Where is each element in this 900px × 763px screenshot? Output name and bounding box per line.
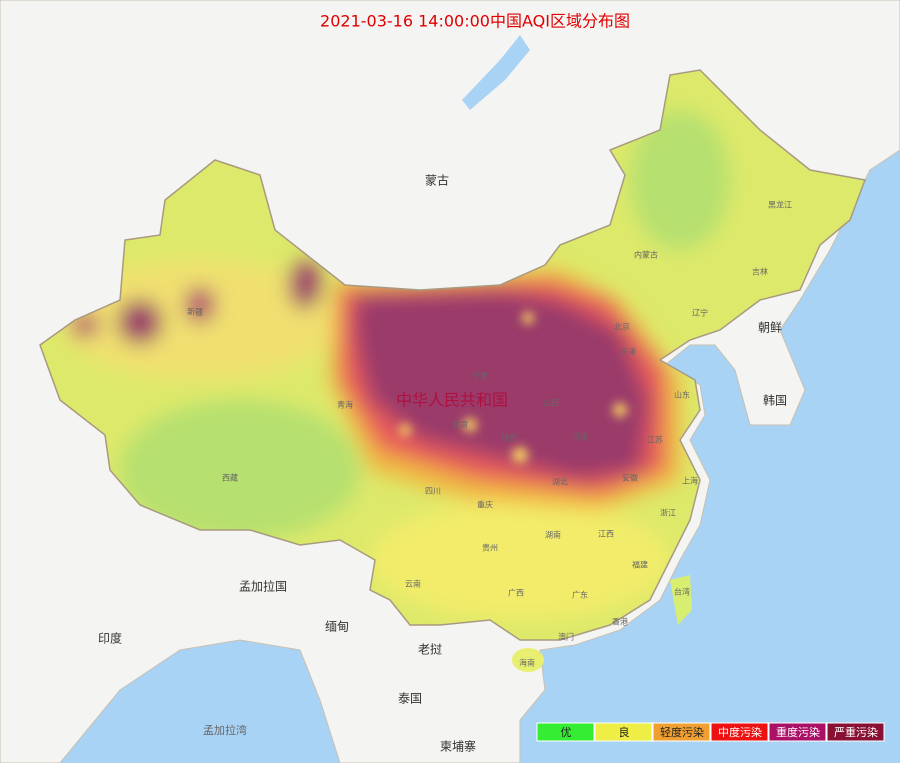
legend-swatch bbox=[536, 722, 595, 742]
province-label: 江西 bbox=[598, 530, 614, 539]
legend-label: 优 bbox=[561, 726, 572, 739]
province-label: 上海 bbox=[682, 476, 698, 486]
province-label: 青海 bbox=[337, 400, 353, 410]
map-title: 2021-03-16 14:00:00中国AQI区域分布图 bbox=[320, 12, 630, 31]
province-label: 云南 bbox=[405, 579, 421, 589]
province-label: 宁夏 bbox=[472, 371, 488, 381]
province-label: 浙江 bbox=[660, 508, 676, 518]
legend: 优 良 轻度污染 中度污染 重度污染 严重污染 bbox=[536, 722, 885, 742]
country-label: 缅甸 bbox=[325, 620, 349, 634]
legend-swatch bbox=[710, 722, 769, 742]
country-label: 朝鲜 bbox=[758, 321, 782, 335]
province-label: 河南 bbox=[572, 432, 588, 442]
legend-label: 轻度污染 bbox=[660, 725, 704, 739]
province-label: 安徽 bbox=[622, 473, 638, 483]
lake bbox=[462, 35, 530, 110]
province-label: 甘肃 bbox=[452, 420, 468, 430]
country-label: 老挝 bbox=[418, 643, 442, 657]
province-label: 贵州 bbox=[482, 543, 498, 553]
country-label: 柬埔寨 bbox=[440, 739, 476, 754]
province-label: 四川 bbox=[425, 487, 441, 496]
legend-swatch bbox=[652, 722, 711, 742]
province-label: 重庆 bbox=[477, 500, 493, 510]
country-label: 中华人民共和国 bbox=[396, 391, 508, 410]
province-label: 辽宁 bbox=[692, 308, 708, 318]
province-label: 黑龙江 bbox=[768, 200, 792, 210]
legend-label: 严重污染 bbox=[834, 725, 878, 739]
province-label: 山东 bbox=[674, 390, 690, 400]
legend-label: 重度污染 bbox=[776, 725, 820, 739]
province-label: 广东 bbox=[572, 590, 588, 600]
country-label: 韩国 bbox=[763, 393, 787, 408]
legend-label: 中度污染 bbox=[718, 725, 762, 739]
province-label: 湖南 bbox=[545, 530, 561, 540]
province-label: 江苏 bbox=[647, 435, 663, 445]
province-label: 福建 bbox=[632, 560, 648, 570]
legend-swatch bbox=[826, 722, 885, 742]
province-label: 香港 bbox=[612, 617, 628, 627]
legend-swatch bbox=[594, 722, 653, 742]
province-label: 天津 bbox=[620, 347, 636, 357]
province-label: 台湾 bbox=[674, 587, 690, 597]
province-label: 澳门 bbox=[558, 632, 574, 642]
country-label: 孟加拉国 bbox=[239, 579, 287, 594]
province-label: 北京 bbox=[614, 322, 630, 332]
province-label: 西藏 bbox=[222, 473, 238, 483]
china-border bbox=[39, 69, 867, 641]
province-label: 新疆 bbox=[187, 307, 203, 317]
province-label: 内蒙古 bbox=[634, 250, 658, 260]
legend-label: 良 bbox=[619, 725, 630, 739]
country-label: 蒙古 bbox=[425, 173, 449, 188]
province-label: 广西 bbox=[508, 588, 524, 598]
hainan bbox=[512, 648, 544, 672]
province-label: 湖北 bbox=[552, 478, 568, 487]
country-label: 印度 bbox=[98, 631, 122, 646]
sea-label: 孟加拉湾 bbox=[203, 723, 247, 737]
province-label: 陕西 bbox=[501, 433, 517, 443]
taiwan bbox=[670, 575, 692, 625]
province-label: 海南 bbox=[519, 658, 535, 668]
country-label: 泰国 bbox=[398, 692, 422, 706]
province-label: 山西 bbox=[543, 398, 559, 408]
legend-swatch bbox=[768, 722, 827, 742]
province-label: 吉林 bbox=[752, 267, 768, 277]
